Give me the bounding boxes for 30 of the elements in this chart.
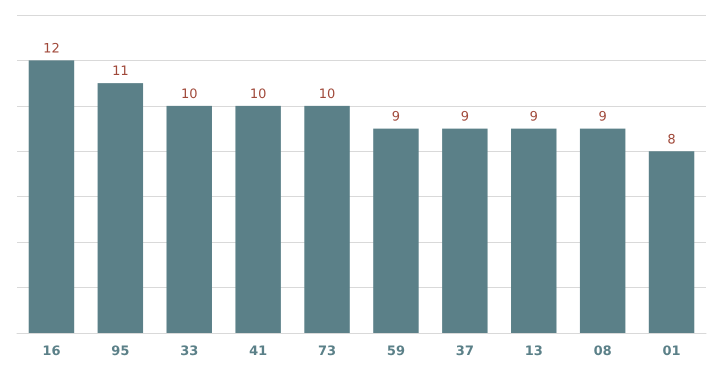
bar <box>442 128 488 333</box>
data-label: 8 <box>667 132 676 148</box>
x-tick-label: 16 <box>42 344 60 359</box>
bar <box>98 83 144 333</box>
bar <box>580 128 626 333</box>
x-tick-label: 41 <box>249 344 268 359</box>
data-label: 9 <box>530 110 538 125</box>
bar <box>28 60 74 333</box>
x-tick-label: 01 <box>662 344 681 359</box>
x-tick-label: 33 <box>180 344 198 359</box>
x-tick-label: 59 <box>386 344 405 359</box>
data-label: 10 <box>250 86 266 102</box>
data-label: 9 <box>598 110 607 125</box>
x-tick-label: 37 <box>456 344 474 359</box>
bar <box>648 151 694 333</box>
x-tick-label: 13 <box>524 344 543 359</box>
data-label: 11 <box>112 64 129 80</box>
x-tick-label: 73 <box>318 344 336 359</box>
bar <box>373 128 419 333</box>
data-label: 10 <box>318 86 336 102</box>
data-label: 9 <box>460 110 469 125</box>
bar <box>511 128 556 333</box>
data-label: 10 <box>180 86 198 102</box>
bar <box>235 106 281 333</box>
bar <box>304 106 350 333</box>
x-tick-label: 95 <box>111 344 130 359</box>
bar <box>166 106 212 333</box>
data-label: 9 <box>392 110 400 125</box>
data-label: 12 <box>43 41 60 56</box>
x-tick-label: 08 <box>594 344 612 359</box>
